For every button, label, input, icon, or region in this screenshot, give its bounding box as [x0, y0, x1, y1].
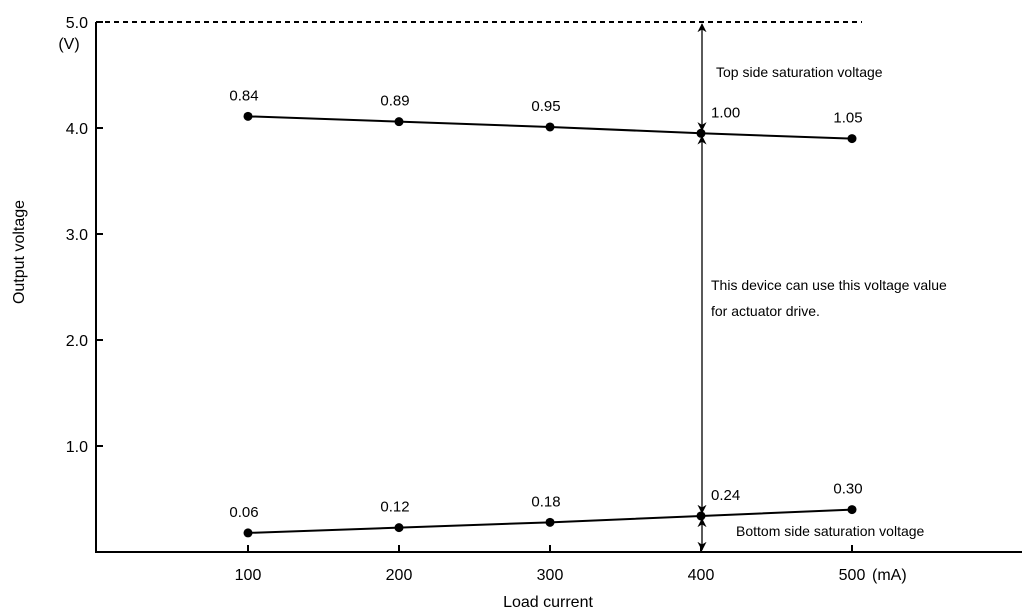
data-point [696, 128, 706, 138]
data-label: 0.06 [229, 504, 258, 521]
data-point [243, 111, 253, 121]
bottom-saturation-note: Bottom side saturation voltage [736, 523, 925, 539]
data-point [847, 505, 857, 515]
y-tick-label: 3.0 [66, 227, 88, 244]
y-axis-title: Output voltage [11, 200, 28, 304]
data-point [696, 511, 706, 521]
x-axis-title: Load current [503, 594, 593, 611]
data-label: 0.30 [833, 481, 862, 498]
data-point [394, 523, 404, 533]
y-unit-label: (V) [58, 36, 79, 53]
data-label: 0.12 [380, 499, 409, 516]
x-tick-label: 500 [839, 567, 866, 584]
data-point [545, 517, 555, 527]
data-label: 0.89 [380, 93, 409, 110]
chart-marks: 1.0 2.0 3.0 4.0 5.0 100 200 300 400 500 (mA) 0.84 0.… [66, 15, 947, 584]
x-tick-label: 400 [688, 567, 715, 584]
x-tick-label: 200 [386, 567, 413, 584]
data-label: 0.84 [229, 87, 258, 104]
data-label: 0.24 [711, 487, 740, 504]
data-point [243, 528, 253, 538]
y-tick-label: 4.0 [66, 121, 88, 138]
data-label: 1.00 [711, 104, 740, 121]
x-unit-label: (mA) [872, 567, 907, 584]
x-tick-label: 300 [537, 567, 564, 584]
data-label: 0.95 [531, 98, 560, 115]
y-tick-label: 1.0 [66, 439, 88, 456]
data-label: 0.18 [531, 493, 560, 510]
y-tick-label: 2.0 [66, 333, 88, 350]
usable-range-note: This device can use this voltage value [711, 277, 947, 293]
x-tick-label: 100 [235, 567, 262, 584]
data-label: 1.05 [833, 110, 862, 127]
top-saturation-note: Top side saturation voltage [716, 64, 883, 80]
data-point [394, 117, 404, 127]
data-point [847, 134, 857, 144]
usable-range-note: for actuator drive. [711, 303, 820, 319]
y-tick-label: 5.0 [66, 15, 88, 32]
data-point [545, 122, 555, 132]
